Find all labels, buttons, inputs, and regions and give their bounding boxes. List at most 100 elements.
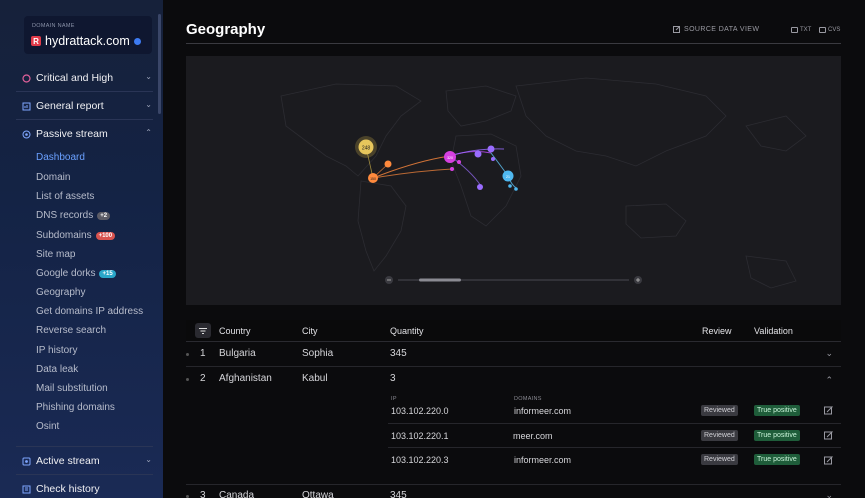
map-marker-label: 320 <box>447 156 453 160</box>
sidebar-item-label: Subdomains <box>36 230 92 241</box>
stream-icon <box>22 130 31 139</box>
nav-active-stream[interactable]: Active stream ⌄ <box>22 451 154 471</box>
column-header-review[interactable]: Review <box>702 326 732 336</box>
sidebar-item-geography[interactable]: Geography <box>36 287 85 298</box>
sidebar-item-mail-substitution[interactable]: Mail substitution <box>36 383 108 394</box>
domain-value[interactable]: meer.com <box>513 431 553 441</box>
map-marker-label: 150 <box>370 177 376 181</box>
domain-value[interactable]: informeer.com <box>514 406 572 416</box>
sidebar-item-reverse-search[interactable]: Reverse search <box>36 325 106 336</box>
reviewed-badge: Reviewed <box>701 454 738 465</box>
edit-icon[interactable] <box>824 406 833 415</box>
chevron-down-icon: ⌄ <box>145 72 152 81</box>
sidebar-scrollbar[interactable] <box>158 14 161 114</box>
row-bullet <box>186 378 189 381</box>
route-lines <box>365 146 517 189</box>
row-quantity: 345 <box>390 348 407 359</box>
map-marker-label: 21 <box>506 175 510 179</box>
row-divider <box>186 484 841 485</box>
domain-name: hydrattack.com <box>45 34 130 48</box>
nav-passive-stream[interactable]: Passive stream ⌃ <box>22 124 154 144</box>
column-header-city[interactable]: City <box>302 326 318 336</box>
sidebar-item-data-leak[interactable]: Data leak <box>36 364 78 375</box>
divider <box>16 91 153 92</box>
zoom-slider-thumb[interactable] <box>419 278 461 282</box>
sidebar-item-label: Osint <box>36 421 60 432</box>
chevron-down-icon[interactable]: ⌄ <box>825 490 833 498</box>
nav-critical-and-high[interactable]: Critical and High ⌄ <box>22 68 154 88</box>
download-txt-button[interactable]: TXT <box>791 27 811 33</box>
history-icon <box>22 485 31 494</box>
sidebar-item-get-domains-ip[interactable]: Get domains IP address <box>36 306 143 317</box>
source-data-view-button[interactable]: SOURCE DATA VIEW <box>673 26 759 33</box>
map-marker[interactable] <box>487 145 495 153</box>
download-cvs-button[interactable]: CVS <box>819 27 840 33</box>
nav-section-label: General report <box>36 100 104 112</box>
sidebar-item-dns-records[interactable]: DNS records +2 <box>36 210 111 221</box>
domain-value[interactable]: informeer.com <box>514 455 572 465</box>
zoom-slider[interactable] <box>385 276 642 284</box>
sidebar-item-site-map[interactable]: Site map <box>36 249 75 260</box>
true-positive-badge: True positive <box>754 430 800 441</box>
row-number: 1 <box>200 348 206 359</box>
filter-button[interactable] <box>195 323 211 338</box>
map-marker[interactable] <box>368 173 378 183</box>
row-city: Ottawa <box>302 490 334 498</box>
title-divider <box>186 43 841 44</box>
table-row[interactable]: 1 Bulgaria Sophia 345 ⌄ <box>186 348 841 366</box>
row-country: Bulgaria <box>219 348 256 359</box>
map-marker[interactable] <box>358 139 374 155</box>
map-marker[interactable] <box>474 150 482 158</box>
table-row[interactable]: 2 Afghanistan Kabul 3 ⌃ <box>186 373 841 391</box>
nav-check-history[interactable]: Check history <box>22 479 154 498</box>
domain-card[interactable]: DOMAIN NAME R hydrattack.com <box>24 16 152 54</box>
map-marker[interactable] <box>450 167 454 171</box>
map-marker[interactable] <box>384 160 392 168</box>
map-marker[interactable] <box>457 160 461 164</box>
sidebar-item-domain[interactable]: Domain <box>36 172 70 183</box>
chevron-down-icon: ⌄ <box>145 455 152 464</box>
domains-caption: DOMAINS <box>514 396 542 402</box>
map-marker[interactable] <box>444 151 456 163</box>
sidebar-item-dashboard[interactable]: Dashboard <box>36 152 85 163</box>
sidebar-item-list-of-assets[interactable]: List of assets <box>36 191 94 202</box>
divider <box>16 474 153 475</box>
map-marker[interactable] <box>514 187 518 191</box>
map-marker[interactable] <box>477 184 483 190</box>
verified-icon <box>133 37 141 45</box>
row-divider <box>388 423 841 424</box>
chevron-down-icon[interactable]: ⌄ <box>825 348 833 358</box>
column-header-quantity[interactable]: Quantity <box>390 326 424 336</box>
edit-icon[interactable] <box>824 431 833 440</box>
nav-general-report[interactable]: General report ⌄ <box>22 96 154 116</box>
file-icon <box>791 27 798 33</box>
sidebar-item-ip-history[interactable]: IP history <box>36 345 78 356</box>
source-data-view-label: SOURCE DATA VIEW <box>684 26 760 33</box>
world-map[interactable]: 248 150 320 21 <box>186 56 841 305</box>
table-row[interactable]: 3 Canada Ottawa 345 ⌄ <box>186 490 841 498</box>
sidebar-item-label: Site map <box>36 249 76 260</box>
continents <box>280 77 807 289</box>
sidebar-item-label: IP history <box>36 345 78 356</box>
chevron-up-icon[interactable]: ⌃ <box>825 375 833 385</box>
map-marker[interactable] <box>502 170 514 182</box>
row-number: 2 <box>200 373 206 384</box>
sidebar-item-label: Geography <box>36 287 86 298</box>
sidebar-item-osint[interactable]: Osint <box>36 421 59 432</box>
edit-icon[interactable] <box>824 456 833 465</box>
sidebar-item-google-dorks[interactable]: Google dorks +15 <box>36 268 116 279</box>
sidebar-item-label: List of assets <box>36 191 95 202</box>
map-marker[interactable] <box>491 157 495 161</box>
report-icon <box>22 102 31 111</box>
column-header-validation[interactable]: Validation <box>754 326 793 336</box>
active-icon <box>22 457 31 466</box>
page-title: Geography <box>186 21 266 38</box>
sidebar-item-subdomains[interactable]: Subdomains +100 <box>36 230 116 241</box>
nav-section-label: Passive stream <box>36 128 108 140</box>
count-badge: +15 <box>99 269 116 278</box>
map-marker[interactable] <box>508 184 512 188</box>
column-header-country[interactable]: Country <box>219 326 251 336</box>
nav-section-label: Active stream <box>36 455 100 467</box>
download-txt-label: TXT <box>800 27 812 33</box>
sidebar-item-phishing-domains[interactable]: Phishing domains <box>36 402 115 413</box>
